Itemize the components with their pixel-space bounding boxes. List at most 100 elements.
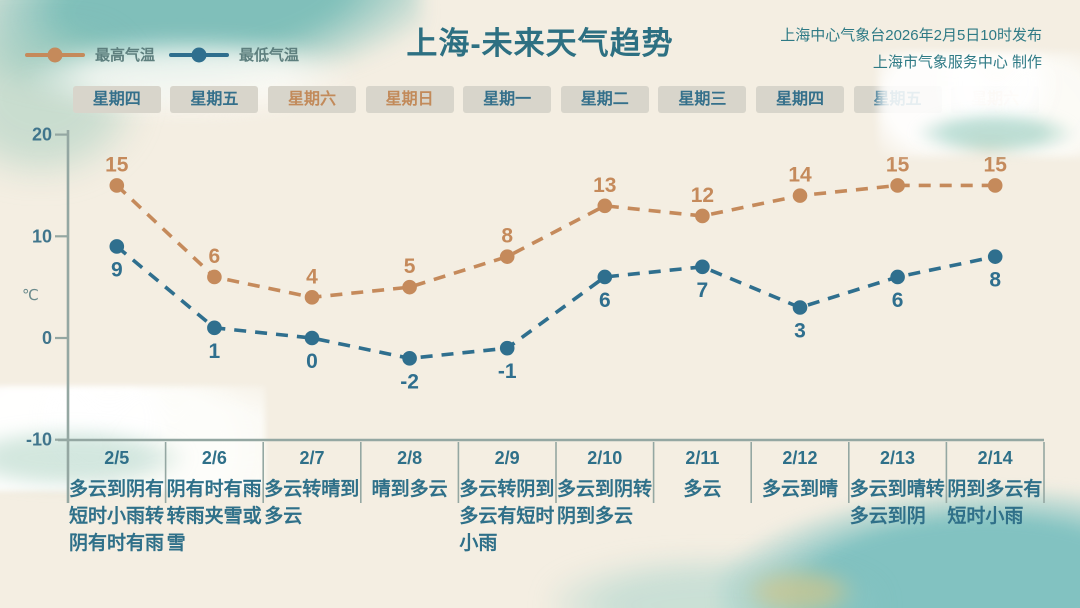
low-temp-point	[987, 249, 1003, 264]
low-temp-point	[109, 239, 125, 254]
high-temp-point	[109, 178, 125, 193]
high-temp-value: 15	[984, 153, 1008, 176]
day-date: 2/6	[201, 448, 227, 468]
weekday-cell: 星期一	[458, 86, 556, 113]
high-temp-point	[695, 208, 710, 224]
high-temp-value: 4	[306, 265, 318, 288]
day-weather-description: 多云转晴到多云	[264, 479, 360, 527]
low-temp-value: 8	[989, 269, 1001, 292]
high-temp-point	[890, 178, 905, 193]
day-date: 2/12	[782, 448, 818, 468]
low-temp-dot-icon	[191, 47, 207, 62]
weekday-chip: 星期一	[463, 86, 552, 113]
high-temp-value: 15	[105, 153, 129, 176]
day-cell: 2/14 阴到多云有短时小雨	[946, 448, 1044, 557]
publisher-line1: 上海中心气象台2026年2月5日10时发布	[780, 27, 1042, 44]
low-temp-value: 7	[697, 279, 709, 302]
high-temp-point	[499, 249, 515, 264]
low-temp-point	[597, 269, 613, 285]
y-tick-label: -10	[26, 430, 52, 450]
high-temp-value: 6	[209, 245, 221, 268]
day-weather-description: 多云转阴到多云有短时小雨	[459, 479, 555, 554]
low-temp-value: -2	[400, 370, 419, 393]
low-temp-point	[402, 351, 417, 366]
publisher-info: 上海中心气象台2026年2月5日10时发布 上海市气象服务中心 制作	[780, 22, 1042, 76]
high-temp-line-icon	[25, 47, 85, 62]
day-cell: 2/6 阴有时有雨转雨夹雪或雪	[166, 448, 264, 557]
high-temp-dot-icon	[47, 47, 63, 62]
day-weather-description: 多云到晴转多云到阴	[849, 479, 945, 527]
high-temp-point	[207, 269, 222, 285]
high-temp-point	[987, 178, 1003, 193]
day-cell: 2/11 多云	[654, 448, 752, 557]
day-date: 2/10	[587, 448, 623, 468]
high-temp-value: 14	[788, 164, 812, 187]
legend-label-low: 最低气温	[239, 47, 300, 64]
high-temp-point	[597, 198, 613, 214]
day-date: 2/14	[977, 448, 1013, 468]
high-temp-point	[304, 290, 320, 305]
day-cell: 2/8 晴到多云	[361, 448, 459, 557]
day-cell: 2/13 多云到晴转多云到阴	[849, 448, 947, 557]
high-temp-point	[792, 188, 808, 203]
low-temp-point	[792, 300, 808, 315]
day-date: 2/5	[104, 448, 130, 468]
weekday-cell: 星期二	[556, 86, 654, 113]
day-date: 2/11	[685, 448, 720, 468]
weekday-cell: 星期四	[751, 86, 849, 113]
high-temp-value: 12	[691, 184, 714, 207]
y-tick-label: 20	[32, 125, 52, 145]
low-temp-point	[304, 330, 320, 346]
high-temp-value: 8	[501, 225, 513, 248]
weekday-chip: 星期四	[755, 86, 844, 113]
day-date: 2/13	[880, 448, 916, 468]
legend-item-high: 最高气温	[25, 44, 155, 65]
y-tick-label: 10	[32, 226, 52, 246]
high-temp-value: 5	[404, 255, 416, 278]
day-cell: 2/5 多云到阴有短时小雨转阴有时有雨	[68, 448, 166, 557]
low-temp-value: 6	[599, 289, 611, 312]
low-temp-point	[207, 320, 222, 336]
day-date: 2/7	[299, 448, 325, 468]
daily-forecast-table: 2/5 多云到阴有短时小雨转阴有时有雨 2/6 阴有时有雨转雨夹雪或雪 2/7 多云转晴到…	[68, 448, 1044, 557]
day-cell: 2/7 多云转晴到多云	[263, 448, 361, 557]
day-weather-description: 多云	[683, 479, 722, 500]
day-cell: 2/10 多云到阴转阴到多云	[556, 448, 654, 557]
legend-item-low: 最低气温	[169, 44, 299, 65]
high-temp-value: 15	[886, 153, 910, 176]
low-temp-value: 3	[794, 319, 806, 342]
low-temp-point	[890, 269, 905, 285]
high-temp-line	[115, 183, 996, 300]
celsius-axis-label: ℃	[22, 287, 39, 304]
day-weather-description: 多云到阴有短时小雨转阴有时有雨	[69, 479, 165, 554]
y-tick-label: 0	[42, 328, 52, 348]
day-cell: 2/9 多云转阴到多云有短时小雨	[458, 448, 556, 557]
day-cell: 2/12 多云到晴	[751, 448, 849, 557]
day-weather-description: 多云到阴转阴到多云	[556, 479, 652, 527]
low-temp-value: 6	[892, 289, 904, 312]
day-weather-description: 阴有时有雨转雨夹雪或雪	[166, 479, 262, 554]
low-temp-point	[499, 340, 515, 356]
low-temp-value: 1	[209, 340, 221, 363]
day-date: 2/8	[397, 448, 423, 468]
day-weather-description: 多云到晴	[761, 479, 838, 500]
day-weather-description: 阴到多云有短时小雨	[947, 479, 1043, 527]
low-temp-value: 0	[306, 350, 318, 373]
high-temp-value: 13	[593, 174, 616, 197]
chart-legend: 最高气温 最低气温	[25, 44, 299, 65]
low-temp-value: 9	[111, 258, 123, 281]
low-temp-line-icon	[169, 47, 230, 62]
publisher-line2: 上海市气象服务中心 制作	[872, 54, 1042, 71]
high-temp-point	[402, 279, 417, 295]
low-temp-line	[115, 245, 996, 361]
page-title: 上海-未来天气趋势	[406, 26, 674, 61]
weekday-chip: 星期三	[658, 86, 747, 113]
weekday-cell: 星期三	[654, 86, 752, 113]
legend-label-high: 最高气温	[95, 47, 156, 64]
day-date: 2/9	[494, 448, 520, 468]
weekday-chip: 星期二	[560, 86, 649, 113]
day-weather-description: 晴到多云	[371, 479, 448, 500]
low-temp-point	[695, 259, 710, 275]
low-temp-value: -1	[498, 360, 517, 383]
